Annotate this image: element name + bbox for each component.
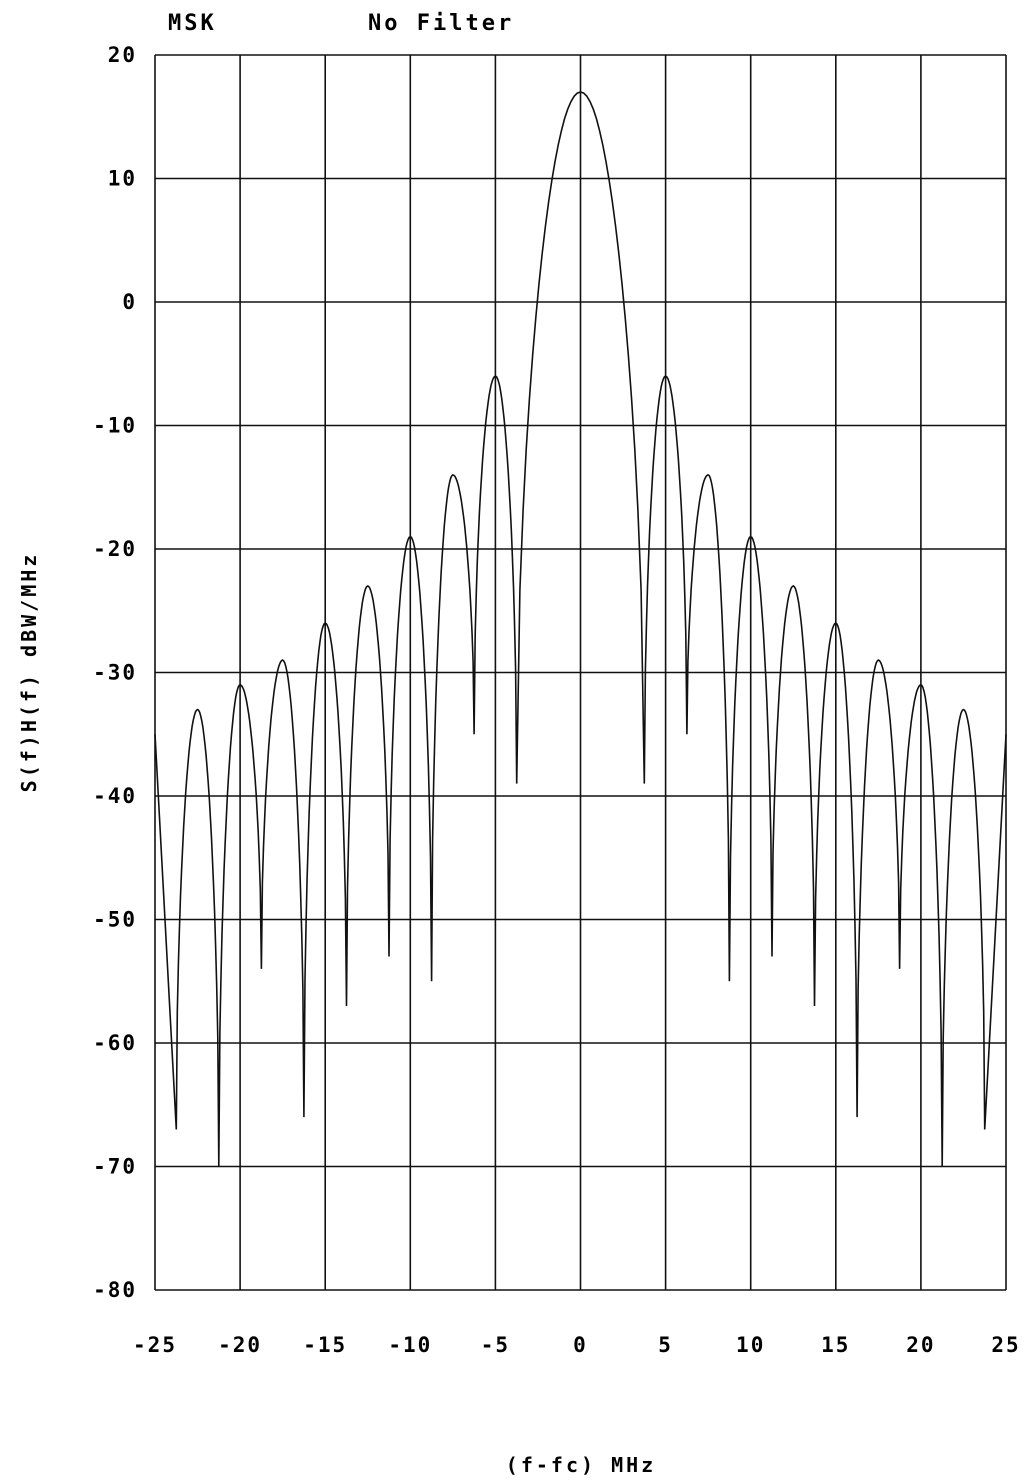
y-tick-labels: 20 10 0 -10 -20 -30 -40 -50 -60 -70 -80 xyxy=(93,43,137,1302)
x-tick-label: -10 xyxy=(388,1333,432,1357)
y-tick-label: 0 xyxy=(122,290,137,314)
x-tick-label: 25 xyxy=(991,1333,1020,1357)
x-tick-label: -15 xyxy=(303,1333,347,1357)
spectrum-series-line xyxy=(154,91,1007,1167)
x-axis-label: (f-fc) MHz xyxy=(506,1453,656,1477)
chart-title-right: No Filter xyxy=(368,11,514,36)
y-tick-label: 20 xyxy=(108,43,137,67)
x-tick-label: 20 xyxy=(906,1333,935,1357)
x-tick-labels: -25 -20 -15 -10 -5 0 5 10 15 20 25 xyxy=(133,1333,1020,1357)
y-tick-label: -20 xyxy=(93,537,137,561)
x-tick-label: -20 xyxy=(218,1333,262,1357)
y-axis-label: S(f)H(f) dBW/MHz xyxy=(17,552,41,793)
grid xyxy=(154,54,1007,1291)
x-tick-label: 10 xyxy=(736,1333,765,1357)
chart-title-left: MSK xyxy=(168,11,217,36)
y-tick-label: -60 xyxy=(93,1031,137,1055)
x-tick-label: -5 xyxy=(481,1333,510,1357)
y-tick-label: -30 xyxy=(93,661,137,685)
y-tick-label: -40 xyxy=(93,784,137,808)
y-tick-label: -50 xyxy=(93,908,137,932)
y-tick-label: -80 xyxy=(93,1278,137,1302)
x-tick-label: 0 xyxy=(573,1333,588,1357)
x-tick-label: -25 xyxy=(133,1333,177,1357)
x-tick-label: 15 xyxy=(821,1333,850,1357)
y-tick-label: 10 xyxy=(108,167,137,191)
x-tick-label: 5 xyxy=(658,1333,673,1357)
y-tick-label: -10 xyxy=(93,414,137,438)
y-tick-label: -70 xyxy=(93,1155,137,1179)
